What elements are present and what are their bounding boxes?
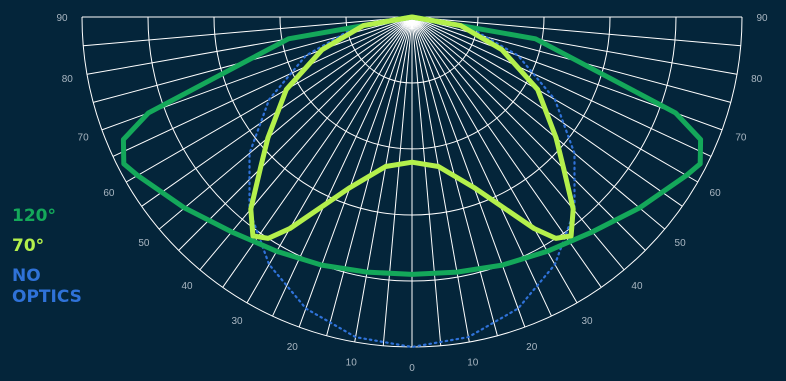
grid-spoke	[246, 16, 413, 304]
tick-label-left: 20	[287, 342, 299, 353]
grid-spoke	[411, 16, 646, 251]
series-line-120	[120, 14, 704, 277]
tick-label-right: 60	[710, 188, 722, 199]
tick-label-left: 90	[56, 13, 68, 24]
polar-grid	[81, 16, 743, 348]
grid-spoke	[411, 16, 741, 47]
tick-label-right: 30	[581, 316, 593, 327]
series-line-no-optics	[248, 15, 576, 349]
grid-spoke	[411, 16, 625, 271]
grid-spoke	[411, 16, 666, 230]
grid-spoke	[199, 16, 413, 271]
tick-label-right: 50	[675, 238, 687, 249]
grid-spoke	[178, 16, 413, 251]
grid-spoke	[382, 16, 413, 346]
grid-spoke	[411, 16, 442, 346]
grid-spoke	[112, 16, 413, 157]
tick-label-left: 70	[78, 133, 90, 144]
tick-label-left: 80	[62, 74, 74, 85]
grid-spoke	[158, 16, 413, 230]
grid-spoke	[298, 16, 413, 328]
legend-item-70: 70°	[12, 236, 45, 256]
grid-spoke	[411, 16, 578, 304]
tick-label-left: 10	[346, 358, 358, 369]
tick-label-right: 70	[735, 133, 747, 144]
legend-item-no-optics: NO OPTICS	[12, 266, 82, 307]
grid-spoke	[411, 16, 470, 343]
tick-labels: 90 80 70 60 50 40 30 20 10 90 80 70 60 50 40 30 20 10 0	[56, 13, 768, 374]
grid-spoke	[83, 16, 413, 47]
tick-label-right: 90	[756, 13, 768, 24]
tick-label-left: 40	[181, 281, 193, 292]
tick-label-right: 80	[751, 74, 763, 85]
legend: 120° 70° NO OPTICS	[12, 206, 82, 317]
grid-spoke	[411, 16, 552, 317]
tick-label-left: 60	[103, 188, 115, 199]
series-layer	[120, 14, 704, 349]
series-line-70	[248, 14, 576, 241]
tick-label-right: 40	[631, 281, 643, 292]
grid-spoke	[272, 16, 413, 317]
tick-label-zero: 0	[409, 363, 415, 374]
tick-label-left: 30	[231, 316, 243, 327]
tick-label-left: 50	[138, 238, 150, 249]
grid-spoke	[354, 16, 413, 343]
legend-item-120: 120°	[12, 206, 56, 226]
tick-label-right: 20	[526, 342, 538, 353]
tick-label-right: 10	[467, 358, 479, 369]
grid-spoke	[411, 16, 712, 157]
grid-spoke	[411, 16, 526, 328]
